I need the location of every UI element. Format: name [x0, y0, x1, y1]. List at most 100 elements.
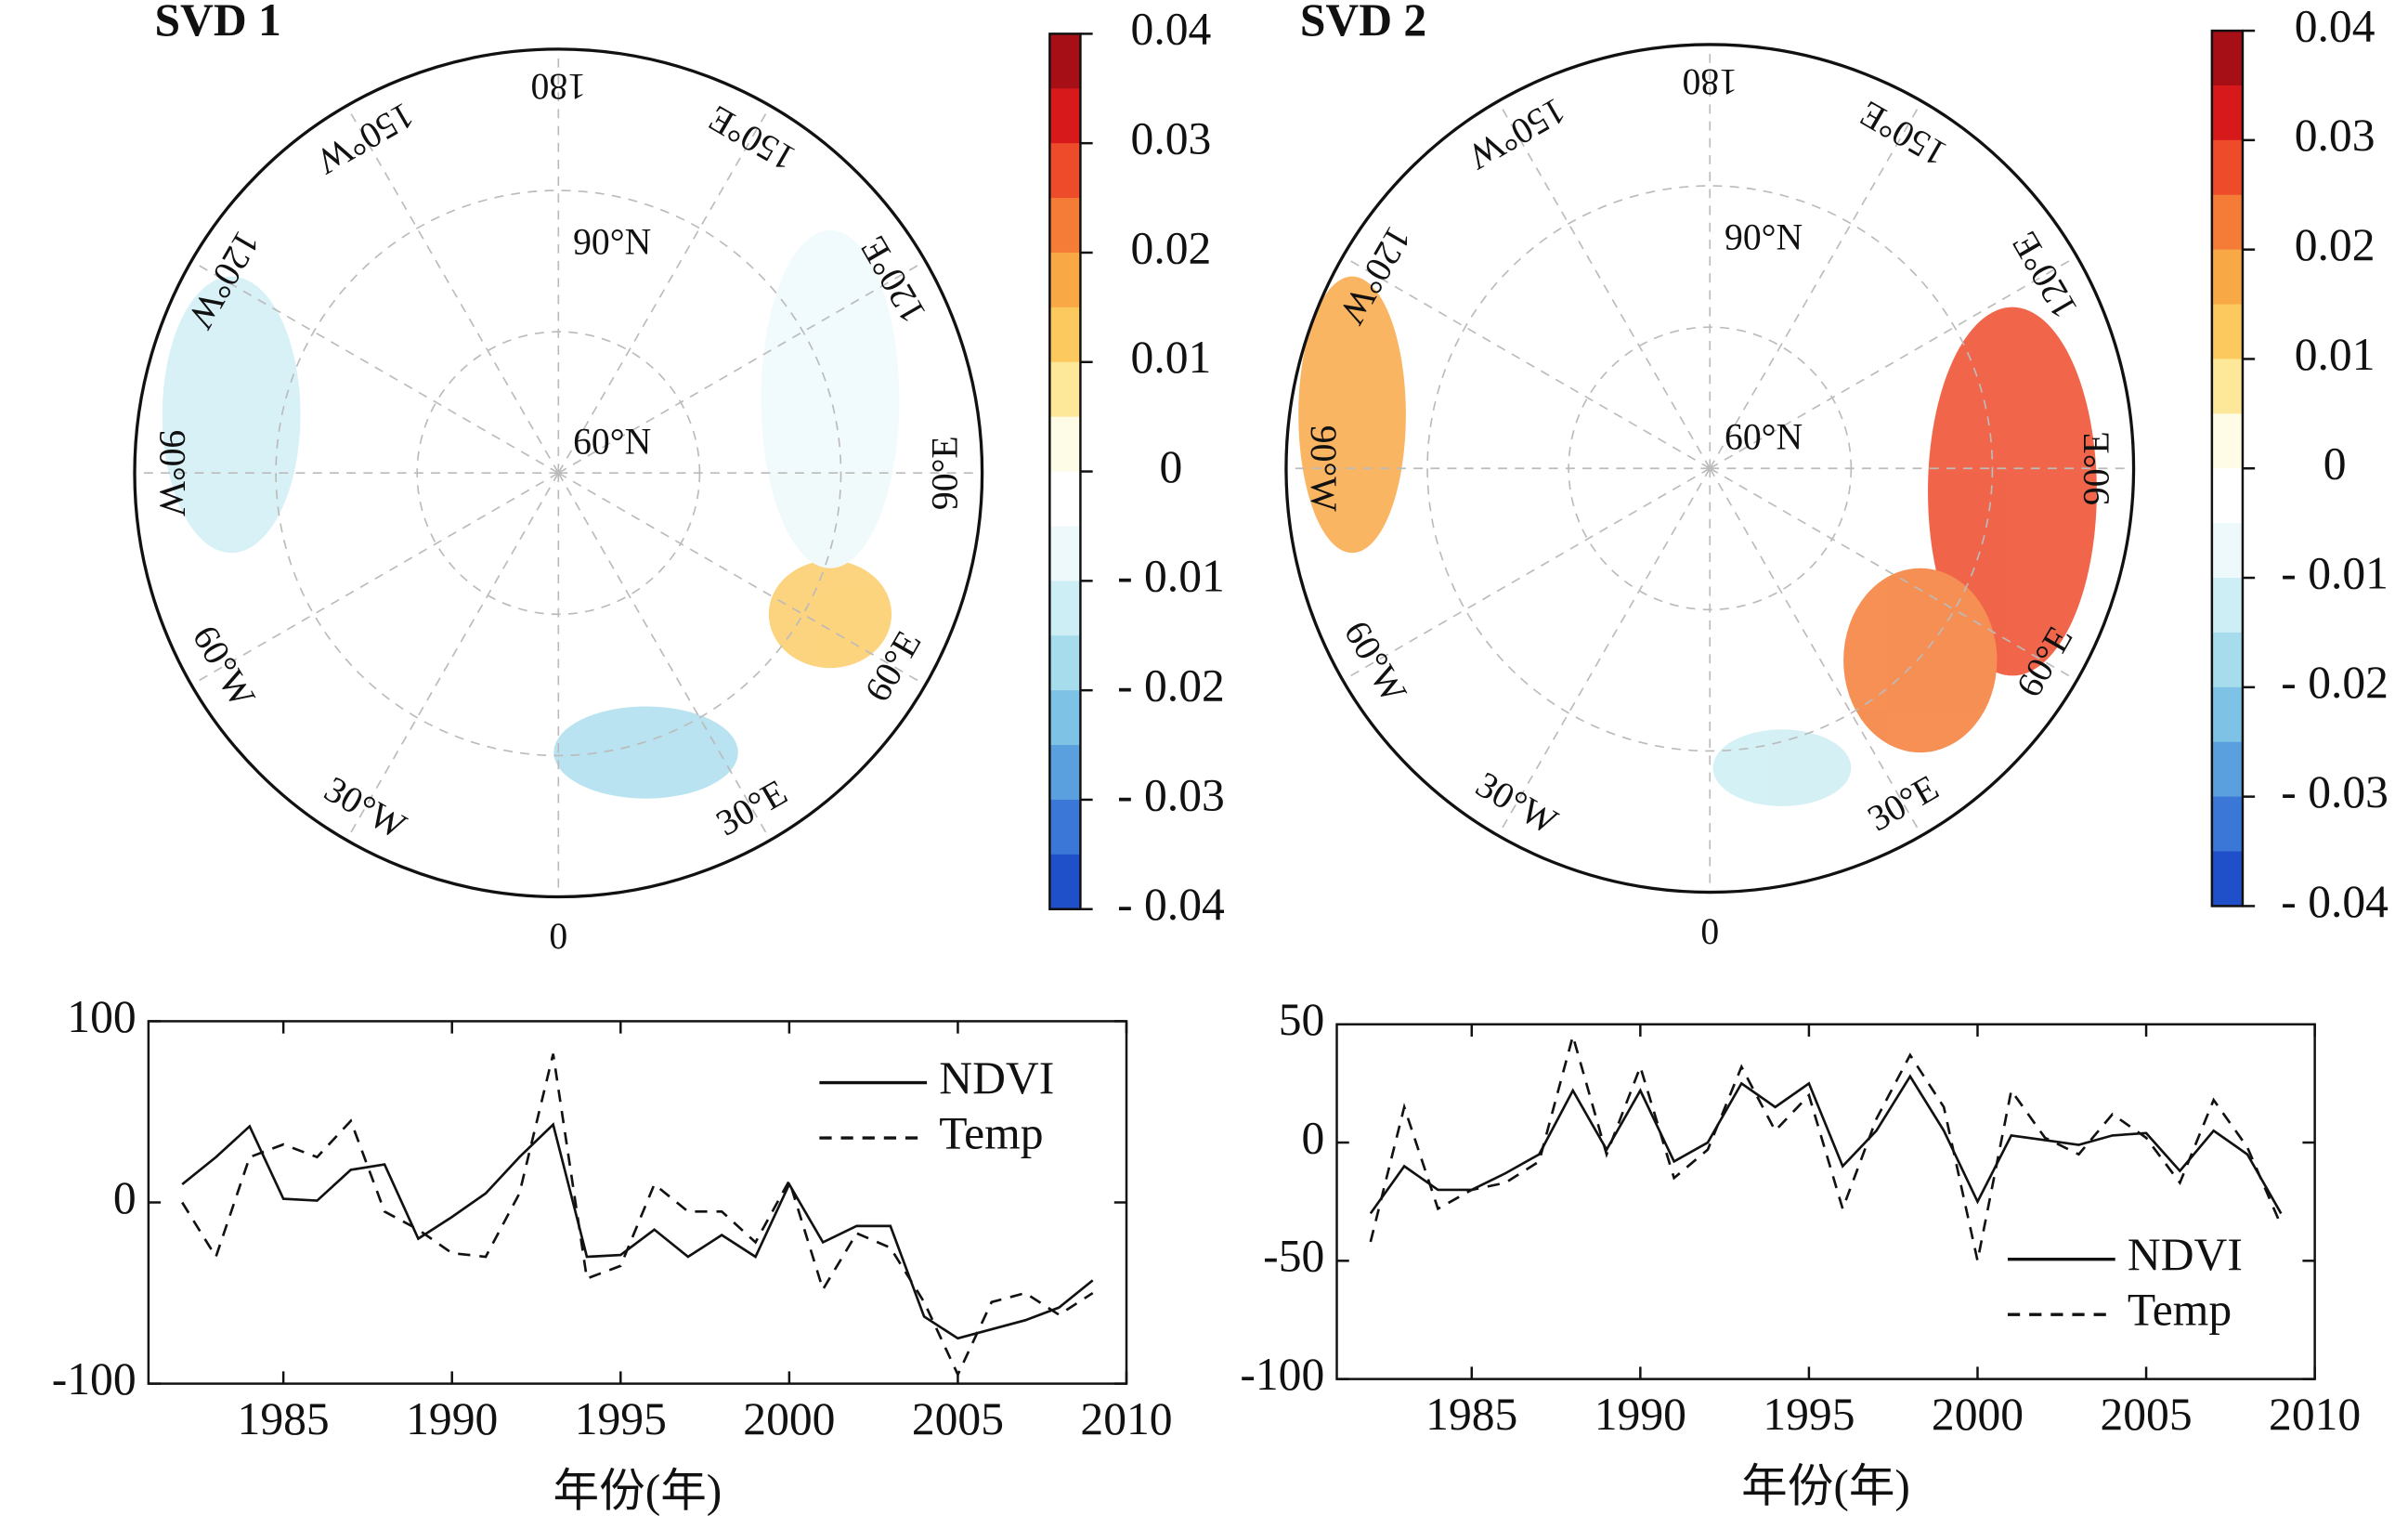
colorbar-label: - 0.04 [1117, 879, 1225, 930]
colorbar-cell [2211, 249, 2243, 306]
colorbar-cell [2211, 686, 2243, 743]
colorbar-cell [2211, 632, 2243, 688]
graticule [275, 189, 842, 757]
x-tick-label: 2005 [912, 1393, 1004, 1444]
y-tick-label: -100 [52, 1353, 137, 1404]
colorbar-label: 0.03 [2295, 110, 2375, 161]
meridian [190, 260, 559, 474]
x-axis-label: 年份(年) [1741, 1461, 1910, 1512]
x-tick-label: 2005 [2100, 1389, 2192, 1440]
colorbar-frame [2210, 29, 2245, 908]
lat-label: 60°N [573, 422, 651, 463]
colorbar-label: - 0.03 [2281, 766, 2388, 817]
meridian [557, 105, 772, 474]
colorbar-label: 0 [1160, 441, 1183, 492]
colorbar-label: 0.02 [2295, 219, 2375, 270]
colorbar-cell [2211, 468, 2243, 524]
y-tick-label: 100 [67, 991, 136, 1042]
lon-label: 150°E [701, 98, 801, 179]
colorbar-cell [2211, 304, 2243, 360]
colorbar-cell [1049, 33, 1081, 90]
x-tick-label: 1990 [406, 1393, 498, 1444]
colorbar-cell [2211, 578, 2243, 633]
colorbar-cell [1049, 416, 1081, 473]
colorbar-cell [1049, 690, 1081, 746]
colorbar-label: 0.04 [2295, 0, 2375, 51]
lon-label: 150°E [1853, 93, 1953, 175]
meridian [345, 472, 560, 841]
colorbar-cell [1049, 252, 1081, 308]
y-tick-label: 0 [1301, 1112, 1324, 1163]
map-boundary [1284, 43, 2136, 895]
colorbar-label: 0.02 [1131, 222, 1212, 273]
colorbar-cell [1049, 88, 1081, 144]
lon-label: 180 [531, 66, 586, 107]
meridian [1342, 467, 1711, 682]
colorbar-cell [1049, 526, 1081, 582]
lon-label: 90°E [924, 436, 965, 510]
series-line [1369, 1074, 2283, 1215]
x-tick-label: 1985 [1425, 1389, 1517, 1440]
lon-label: 30°W [1469, 764, 1565, 842]
x-axis-label: 年份(年) [553, 1466, 722, 1517]
x-tick-label: 2010 [1080, 1393, 1172, 1444]
colorbar-cell [1049, 745, 1081, 801]
series-line [181, 1053, 1094, 1378]
colorbar-cell [1049, 143, 1081, 199]
x-tick-label: 2010 [2269, 1389, 2361, 1440]
meridian [557, 260, 926, 474]
meridian [1497, 467, 1711, 836]
lon-label: 0 [549, 916, 567, 957]
legend-label: Temp [939, 1107, 1043, 1158]
meridian [345, 105, 560, 474]
map-title: SVD 2 [1300, 0, 1426, 46]
colorbar-label: 0.01 [2295, 329, 2375, 380]
x-tick-label: 1995 [1763, 1389, 1855, 1440]
lon-label: 90°E [2076, 431, 2116, 505]
colorbar-cell [2211, 139, 2243, 196]
x-tick-label: 2000 [1932, 1389, 2024, 1440]
colorbar-cell [2211, 796, 2243, 853]
x-tick-label: 2000 [743, 1393, 835, 1444]
y-tick-label: -100 [1240, 1349, 1324, 1400]
map-boundary [133, 47, 984, 899]
y-tick-label: -50 [1263, 1231, 1324, 1282]
legend-label: NDVI [939, 1052, 1054, 1104]
legend-label: NDVI [2128, 1229, 2243, 1280]
graticule [1426, 185, 1994, 752]
legend-label: Temp [2128, 1285, 2232, 1336]
x-tick-label: 1985 [238, 1393, 330, 1444]
colorbar-cell [1049, 198, 1081, 254]
lon-label: 30°W [318, 768, 413, 847]
colorbar-label: 0 [2323, 438, 2347, 490]
y-tick-label: 0 [113, 1172, 137, 1223]
colorbar-cell [2211, 413, 2243, 470]
lon-label: 90°W [151, 430, 192, 517]
meridian [1709, 100, 1923, 469]
x-tick-label: 1995 [575, 1393, 667, 1444]
lon-label: 150°W [1461, 90, 1572, 178]
colorbar-label: - 0.03 [1117, 769, 1225, 820]
plot-frame [1335, 1023, 2316, 1380]
colorbar-cell [1049, 581, 1081, 637]
meridian [1709, 467, 1923, 836]
colorbar-cell [1049, 799, 1081, 855]
colorbar-cell [2211, 359, 2243, 415]
colorbar-label: 0.04 [1131, 4, 1212, 55]
lon-label: 150°W [309, 95, 421, 183]
colorbar-cell [1049, 854, 1081, 910]
colorbar-cell [2211, 31, 2243, 86]
colorbar-cell [2211, 523, 2243, 579]
lon-label: 60°W [1336, 614, 1415, 710]
series-line [1369, 1031, 2283, 1261]
lon-label: 0 [1700, 911, 1719, 952]
map-title: SVD 1 [154, 0, 280, 46]
x-tick-label: 1990 [1594, 1389, 1686, 1440]
meridian [1709, 255, 2077, 469]
colorbar-label: - 0.01 [2281, 547, 2388, 598]
y-tick-label: 50 [1279, 994, 1325, 1045]
lat-label: 90°N [573, 222, 651, 263]
meridian [1497, 100, 1711, 469]
lat-label: 90°N [1725, 217, 1803, 258]
